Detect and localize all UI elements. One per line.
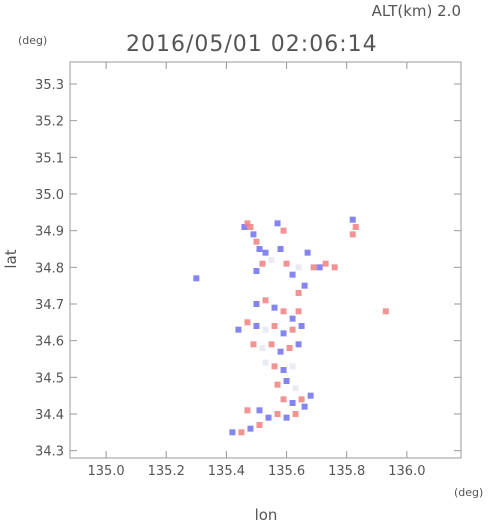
echo-cell — [310, 264, 317, 271]
echo-cell — [277, 246, 284, 252]
echo-cell — [289, 315, 296, 322]
echo-cell — [298, 323, 305, 329]
echo-cell — [265, 414, 272, 421]
echo-cell — [352, 224, 359, 230]
echo-cell — [307, 392, 314, 399]
echo-cell — [331, 264, 338, 271]
echo-layer — [193, 216, 389, 436]
x-tick-label: 135.6 — [268, 464, 305, 479]
echo-cell — [256, 407, 263, 414]
x-axis: 135.0 135.2 135.4 135.6 135.8 136.0 — [87, 62, 425, 479]
echo-cell — [280, 227, 287, 234]
y-unit-label: (deg) — [18, 34, 47, 47]
echo-cell — [298, 396, 305, 403]
echo-cell — [277, 348, 284, 355]
plot-frame — [69, 61, 462, 459]
echo-cell — [289, 326, 296, 333]
x-axis-label: lon — [255, 506, 278, 521]
echo-cell — [256, 422, 263, 428]
echo-cell — [295, 264, 302, 271]
echo-cell — [262, 249, 269, 256]
echo-cell — [262, 297, 269, 304]
y-tick-label: 34.6 — [35, 335, 64, 350]
y-tick-label: 35.1 — [35, 151, 64, 166]
echo-cell — [253, 323, 260, 329]
x-tick-label: 135.0 — [87, 464, 124, 479]
echo-cell — [262, 326, 269, 333]
echo-cell — [250, 341, 257, 348]
echo-cell — [295, 308, 302, 315]
echo-cell — [274, 411, 281, 417]
y-tick-label: 34.8 — [35, 261, 64, 276]
echo-cell — [259, 345, 266, 351]
echo-cell — [289, 271, 296, 278]
echo-cell — [322, 260, 329, 267]
echo-cell — [289, 363, 296, 370]
echo-cell — [247, 224, 254, 230]
echo-cell — [301, 403, 308, 410]
echo-cell — [247, 425, 254, 432]
x-tick-label: 135.4 — [208, 464, 245, 479]
echo-cell — [244, 407, 251, 414]
echo-cell — [301, 282, 308, 289]
echo-cell — [244, 220, 251, 227]
echo-cell — [271, 363, 278, 370]
x-tick-label: 135.8 — [328, 464, 365, 479]
echo-cell — [286, 345, 293, 351]
echo-cell — [283, 378, 290, 384]
echo-cell — [280, 330, 287, 337]
echo-cell — [268, 341, 275, 348]
echo-cell — [349, 231, 356, 238]
y-axis: 34.3 34.4 34.5 34.6 34.7 34.8 34.9 35.0 35.1 35.2… — [35, 78, 461, 460]
echo-cell — [292, 411, 299, 417]
echo-cell — [253, 268, 260, 274]
x-unit-label: (deg) — [454, 486, 483, 499]
echo-cell — [349, 216, 356, 223]
echo-cell — [244, 319, 251, 326]
echo-cell — [241, 224, 248, 230]
echo-cell — [238, 429, 245, 436]
echo-cell — [268, 257, 275, 263]
y-tick-label: 34.5 — [35, 371, 64, 386]
echo-cell — [280, 308, 287, 315]
echo-cell — [295, 341, 302, 348]
echo-cell — [262, 359, 269, 366]
echo-cell — [283, 260, 290, 267]
echo-cell — [292, 385, 299, 392]
chart-title: 2016/05/01 02:06:14 — [126, 32, 378, 57]
echo-cell — [235, 326, 242, 333]
echo-cell — [271, 323, 278, 329]
altitude-label: ALT(km) 2.0 — [372, 2, 461, 20]
echo-cell — [193, 275, 200, 282]
echo-cell — [304, 249, 311, 256]
y-tick-label: 34.7 — [35, 298, 64, 313]
echo-cell — [283, 414, 290, 421]
echo-cell — [274, 220, 281, 227]
y-tick-label: 35.0 — [35, 188, 64, 203]
echo-cell — [280, 396, 287, 403]
x-tick-label: 136.0 — [388, 464, 425, 479]
y-tick-label: 34.4 — [35, 408, 64, 423]
x-tick-label: 135.2 — [148, 464, 185, 479]
echo-cell — [295, 290, 302, 296]
y-tick-label: 34.9 — [35, 225, 64, 240]
y-tick-label: 34.3 — [35, 445, 64, 460]
echo-cell — [280, 367, 287, 373]
echo-cell — [382, 308, 389, 315]
echo-cell — [229, 429, 236, 436]
echo-cell — [253, 301, 260, 307]
y-axis-label: lat — [2, 249, 20, 268]
echo-cell — [316, 264, 323, 271]
echo-cell — [274, 381, 281, 388]
echo-cell — [256, 246, 263, 252]
y-tick-label: 35.3 — [35, 78, 64, 93]
echo-cell — [253, 238, 260, 245]
echo-cell — [271, 304, 278, 311]
echo-cell — [259, 260, 266, 267]
y-tick-label: 35.2 — [35, 115, 64, 130]
echo-cell — [250, 231, 257, 238]
echo-cell — [289, 400, 296, 406]
